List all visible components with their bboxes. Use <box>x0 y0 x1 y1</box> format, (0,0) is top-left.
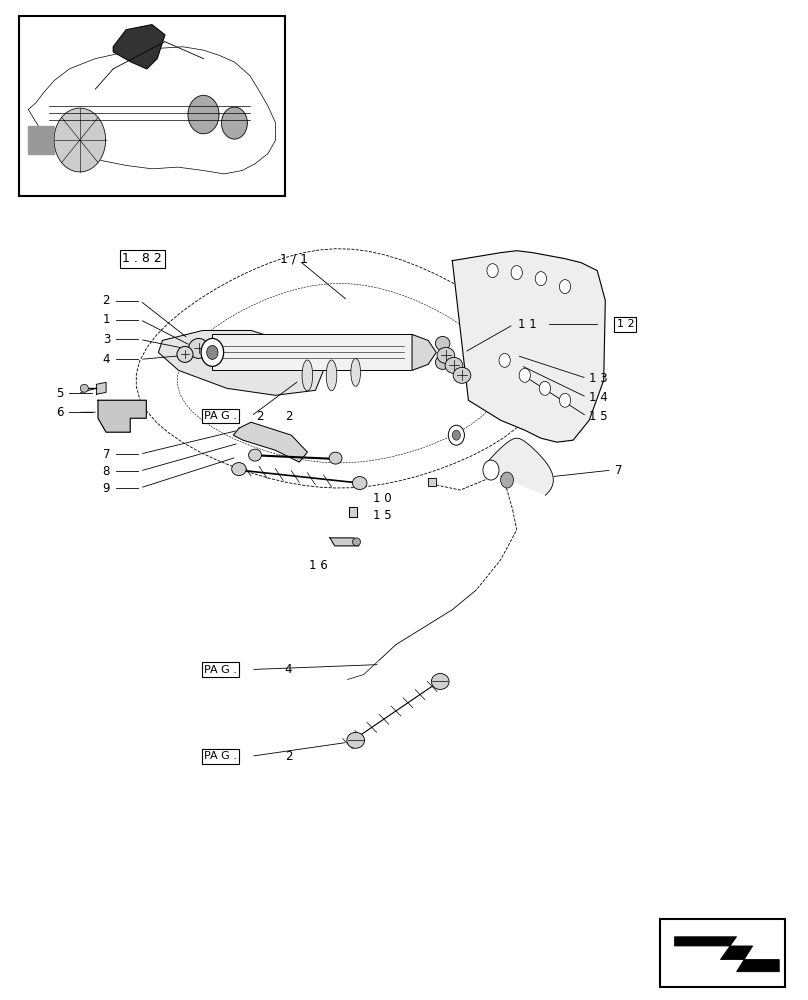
Ellipse shape <box>329 452 342 464</box>
Circle shape <box>511 266 522 280</box>
Text: 1 6: 1 6 <box>309 559 328 572</box>
Polygon shape <box>54 108 106 172</box>
Text: 1 2: 1 2 <box>617 319 634 329</box>
Circle shape <box>499 353 511 367</box>
Circle shape <box>448 425 465 445</box>
Circle shape <box>501 472 514 488</box>
Polygon shape <box>234 422 307 462</box>
Text: PA G .: PA G . <box>204 411 237 421</box>
Ellipse shape <box>347 732 364 748</box>
Text: 1 5: 1 5 <box>589 410 608 423</box>
Circle shape <box>452 430 461 440</box>
Text: 2: 2 <box>285 750 292 763</box>
FancyBboxPatch shape <box>660 919 785 987</box>
Ellipse shape <box>436 355 450 369</box>
Ellipse shape <box>431 674 449 689</box>
Text: PA G .: PA G . <box>204 751 237 761</box>
Polygon shape <box>349 507 357 517</box>
Text: 2: 2 <box>285 410 292 423</box>
Circle shape <box>535 272 546 286</box>
Ellipse shape <box>80 384 88 392</box>
Ellipse shape <box>177 346 193 362</box>
Text: 1 / 1: 1 / 1 <box>280 252 308 265</box>
Circle shape <box>483 460 499 480</box>
Ellipse shape <box>302 360 313 391</box>
Polygon shape <box>221 107 247 139</box>
Text: 7: 7 <box>615 464 622 477</box>
Polygon shape <box>158 330 323 395</box>
Polygon shape <box>330 538 359 546</box>
Ellipse shape <box>326 360 337 391</box>
Ellipse shape <box>351 358 360 386</box>
Text: 1: 1 <box>103 313 110 326</box>
Polygon shape <box>188 95 219 134</box>
Polygon shape <box>96 382 106 394</box>
Circle shape <box>559 280 570 294</box>
Text: 5: 5 <box>56 387 63 400</box>
FancyBboxPatch shape <box>19 16 285 196</box>
Text: 8: 8 <box>103 465 110 478</box>
Text: 1 0: 1 0 <box>373 492 392 505</box>
Polygon shape <box>412 334 436 370</box>
Ellipse shape <box>188 338 208 358</box>
Polygon shape <box>484 438 553 495</box>
Text: 1 3: 1 3 <box>589 372 608 385</box>
FancyBboxPatch shape <box>23 21 281 191</box>
Ellipse shape <box>437 347 455 363</box>
Text: 2: 2 <box>256 410 263 423</box>
Text: 6: 6 <box>56 406 63 419</box>
Ellipse shape <box>352 477 367 490</box>
Text: PA G .: PA G . <box>204 665 237 675</box>
Circle shape <box>207 345 218 359</box>
Text: 1 4: 1 4 <box>589 391 608 404</box>
Polygon shape <box>452 251 605 442</box>
Ellipse shape <box>436 336 450 350</box>
Circle shape <box>539 381 550 395</box>
Ellipse shape <box>453 367 471 383</box>
Text: 1 . 8 2: 1 . 8 2 <box>123 252 162 265</box>
Text: 4: 4 <box>103 353 110 366</box>
Text: 2: 2 <box>103 294 110 307</box>
Circle shape <box>201 338 224 366</box>
Polygon shape <box>675 937 779 972</box>
Circle shape <box>520 368 530 382</box>
Text: 4: 4 <box>285 663 292 676</box>
Text: 1 1: 1 1 <box>518 318 537 331</box>
Polygon shape <box>28 126 54 154</box>
FancyBboxPatch shape <box>213 334 412 370</box>
Text: 7: 7 <box>103 448 110 461</box>
Ellipse shape <box>249 449 262 461</box>
Ellipse shape <box>445 357 463 373</box>
Ellipse shape <box>232 463 246 476</box>
Text: 9: 9 <box>103 482 110 495</box>
Polygon shape <box>428 478 436 486</box>
Ellipse shape <box>352 538 360 546</box>
Circle shape <box>559 393 570 407</box>
Circle shape <box>487 264 499 278</box>
Polygon shape <box>113 25 165 69</box>
Text: 3: 3 <box>103 333 110 346</box>
Text: 1 5: 1 5 <box>373 509 392 522</box>
Polygon shape <box>98 400 146 432</box>
